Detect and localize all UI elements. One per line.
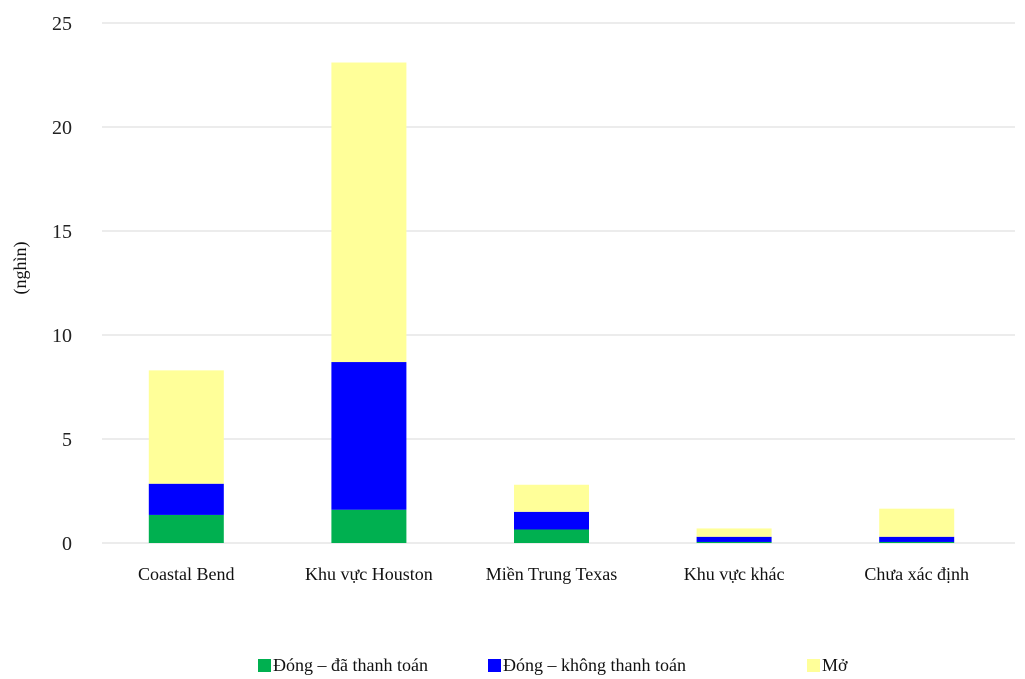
y-tick-label: 20 — [52, 117, 72, 139]
x-category-label: Chưa xác định — [864, 564, 969, 584]
legend-item-closed-unpaid: Đóng – không thanh toán — [488, 655, 686, 676]
bar-segment — [696, 536, 772, 542]
y-axis-ticks: 0 5 10 15 20 25 — [52, 13, 72, 555]
bar-segment — [879, 508, 955, 537]
y-axis-title: (nghìn) — [10, 242, 31, 295]
bar-segment — [696, 528, 772, 537]
bar-segment — [148, 514, 224, 543]
x-category-label: Coastal Bend — [138, 564, 235, 584]
bar-segment — [514, 529, 589, 543]
x-category-label: Khu vực khác — [684, 564, 785, 584]
bar-segment — [696, 541, 772, 543]
bar-segment — [331, 362, 407, 510]
bar-segment — [148, 370, 224, 484]
bar-segment — [879, 541, 955, 543]
x-category-label: Khu vực Houston — [305, 564, 433, 584]
legend-item-closed-paid: Đóng – đã thanh toán — [258, 655, 428, 676]
bar-segment — [514, 511, 589, 530]
stacked-bar-chart: 0 5 10 15 20 25 Coastal Bend Khu vực Houston Mi… — [10, 13, 1015, 584]
x-category-label: Miền Trung Texas — [486, 564, 617, 584]
bar-segment — [331, 509, 407, 543]
legend-label-closed-paid: Đóng – đã thanh toán — [273, 655, 428, 675]
y-tick-label: 10 — [52, 325, 72, 347]
y-tick-label: 5 — [62, 429, 72, 451]
legend-label-closed-unpaid: Đóng – không thanh toán — [503, 655, 686, 675]
y-tick-label: 25 — [52, 13, 72, 35]
x-axis-labels: Coastal Bend Khu vực Houston Miền Trung Te… — [138, 564, 969, 584]
y-tick-label: 15 — [52, 221, 72, 243]
bar-segment — [879, 536, 955, 542]
legend: Đóng – đã thanh toán Đóng – không thanh … — [0, 655, 1025, 679]
legend-label-open: Mở — [822, 655, 848, 675]
legend-swatch-open — [807, 659, 820, 672]
legend-swatch-closed-paid — [258, 659, 271, 672]
gridlines — [102, 22, 1015, 544]
bar-segment — [148, 483, 224, 515]
y-tick-label: 0 — [62, 533, 72, 555]
legend-item-open: Mở — [807, 655, 848, 676]
bars — [148, 62, 955, 543]
legend-swatch-closed-unpaid — [488, 659, 501, 672]
bar-segment — [331, 62, 407, 363]
bar-segment — [514, 484, 589, 512]
